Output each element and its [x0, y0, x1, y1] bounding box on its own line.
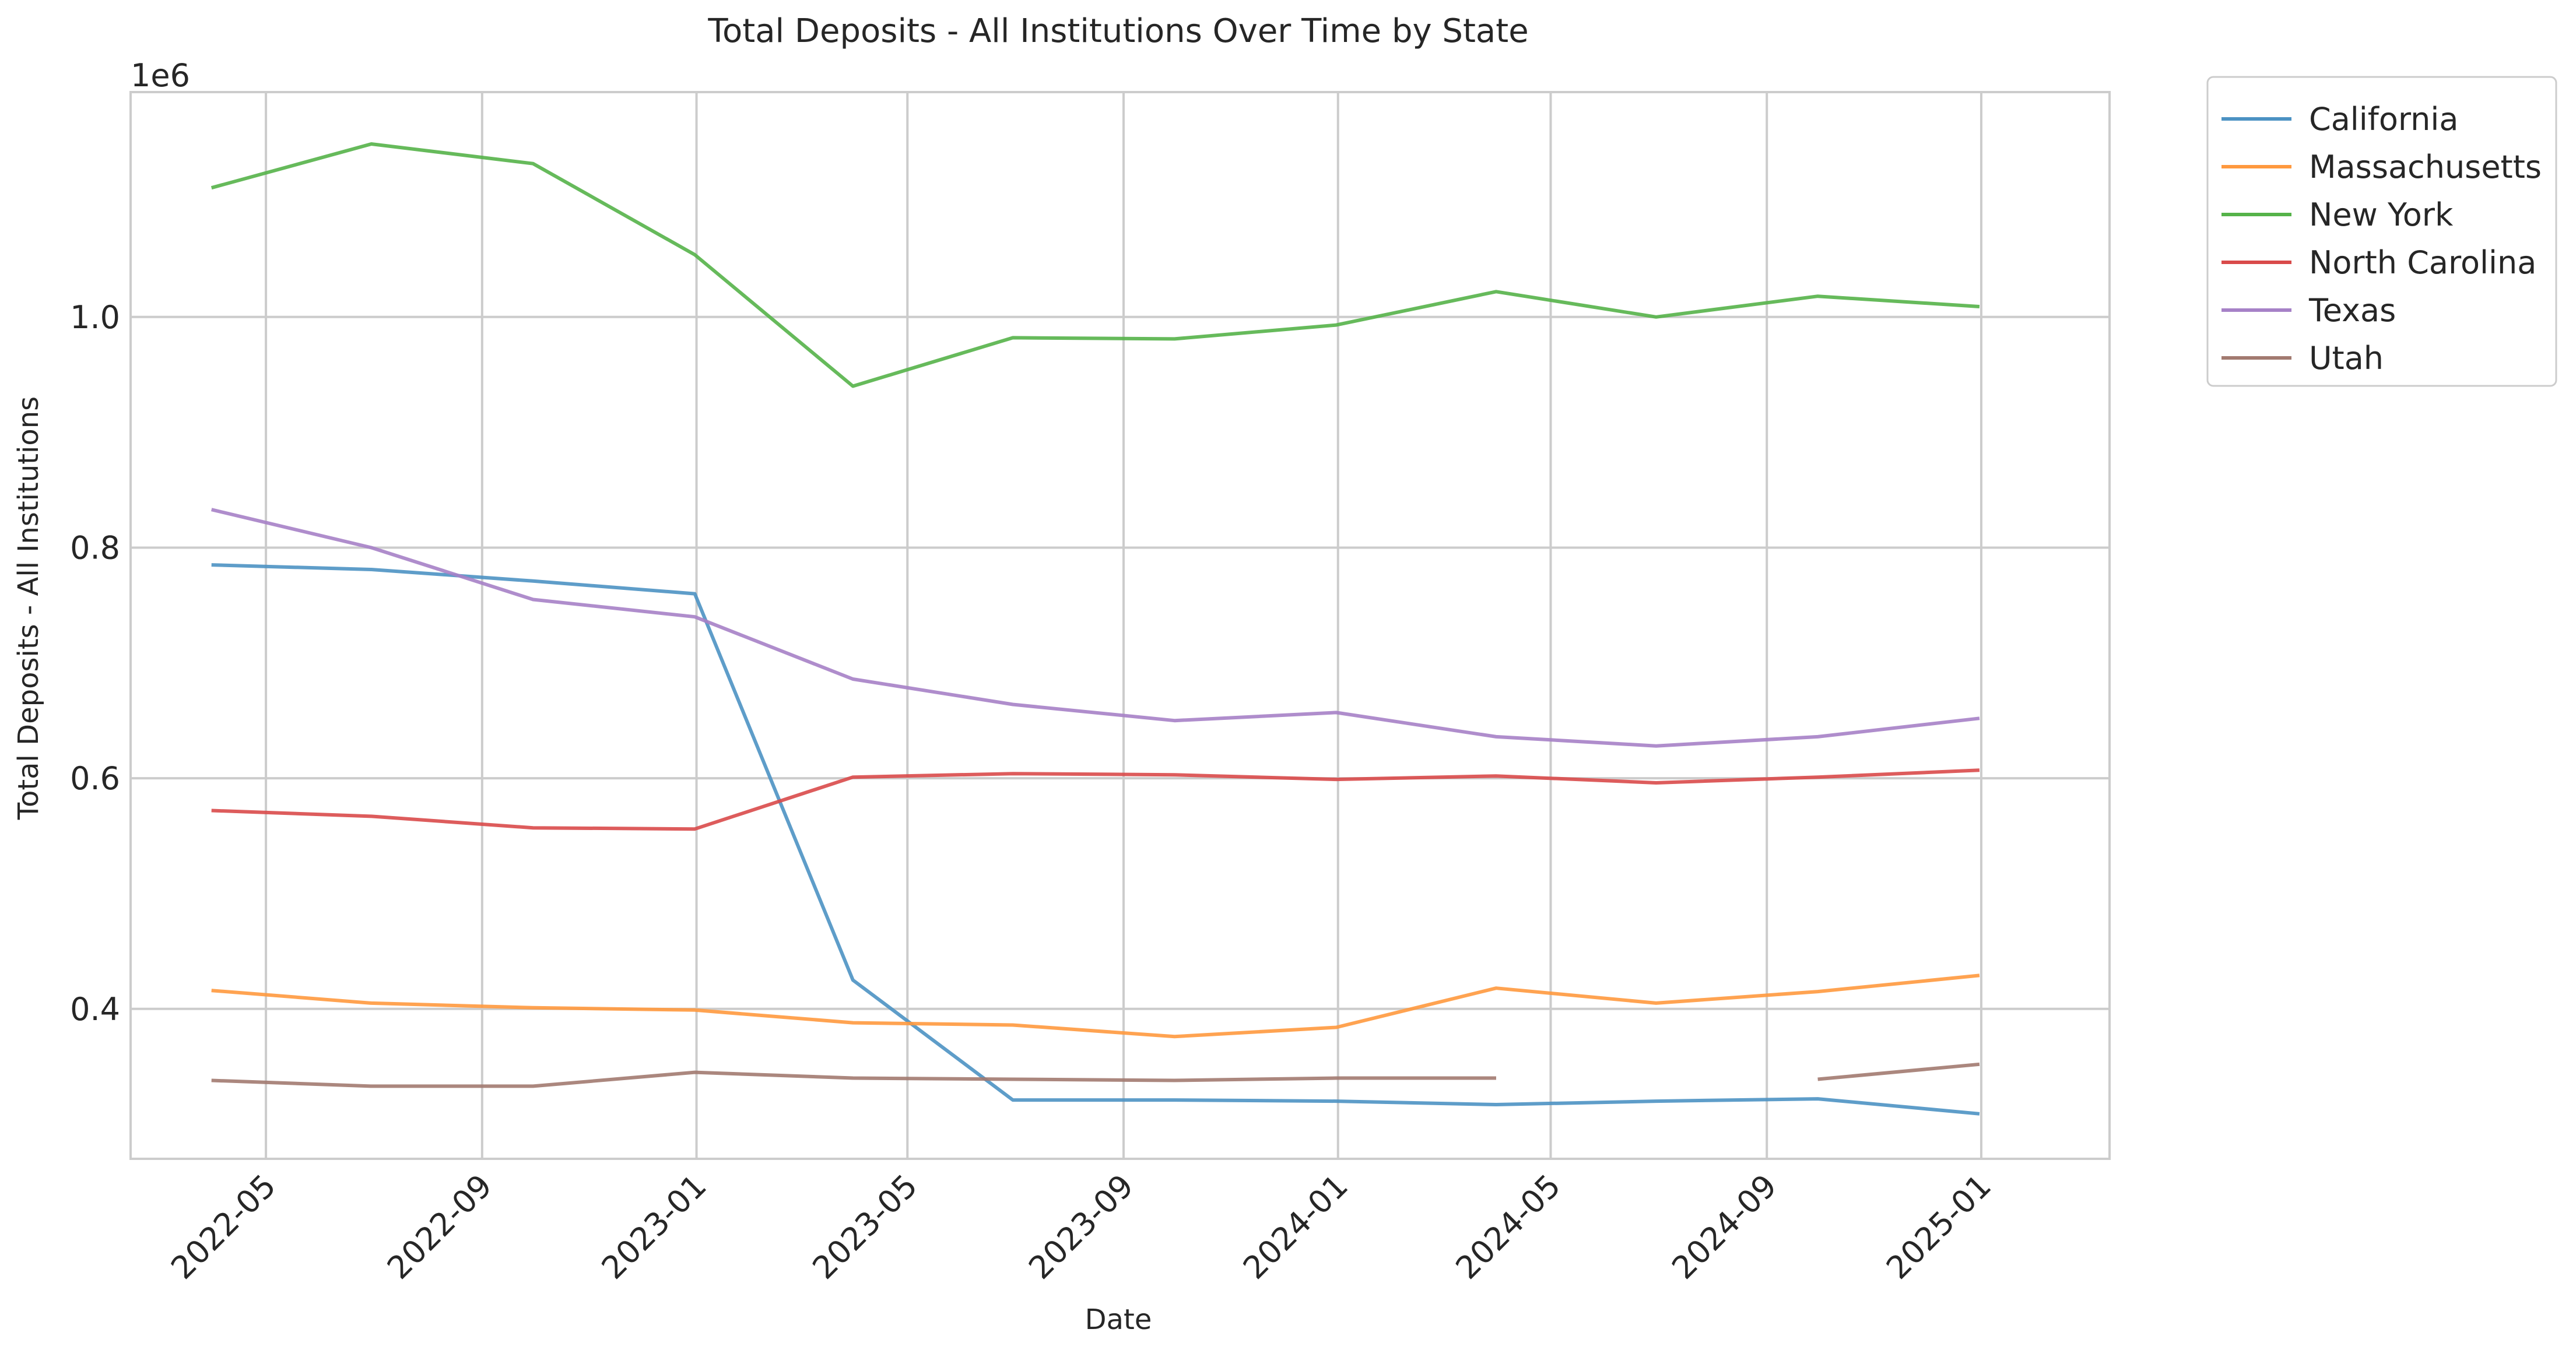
- x-tick-label: 2022-05: [164, 1168, 283, 1286]
- x-tick-label: 2022-09: [380, 1168, 499, 1286]
- legend-label: Utah: [2309, 340, 2384, 377]
- legend-label: Massachusetts: [2309, 149, 2542, 185]
- series-line-massachusetts: [211, 973, 1980, 1039]
- series-line-texas: [211, 508, 1980, 748]
- series-layer: [210, 142, 1980, 1116]
- y-tick-label: 0.8: [70, 529, 120, 566]
- legend-label: California: [2309, 101, 2458, 138]
- y-offset-label: 1e6: [131, 57, 190, 94]
- series-line-california: [211, 563, 1980, 1116]
- y-tick-label: 1.0: [70, 299, 120, 336]
- legend-label: Texas: [2308, 292, 2396, 329]
- x-tick-labels: 2022-05 2022-09 2023-01 2023-05 2023-09 2024-…: [164, 1168, 1998, 1286]
- legend-label: North Carolina: [2309, 244, 2536, 281]
- plot-frame: [129, 91, 2111, 1160]
- legend: California Massachusetts New York North Car…: [2206, 76, 2557, 387]
- legend-label: New York: [2309, 196, 2454, 233]
- grid-layer: [131, 92, 2110, 1159]
- series-line-north-carolina: [211, 768, 1980, 831]
- x-tick-label: 2023-05: [805, 1168, 924, 1286]
- x-tick-label: 2024-05: [1449, 1168, 1568, 1286]
- y-tick-labels: 0.4 0.6 0.8 1.0: [70, 299, 120, 1028]
- chart-title: Total Deposits - All Institutions Over T…: [707, 12, 1528, 50]
- series-line-utah: [211, 1062, 1980, 1088]
- x-axis-label: Date: [1085, 1303, 1152, 1336]
- x-tick-label: 2024-09: [1665, 1168, 1784, 1286]
- x-tick-label: 2024-01: [1236, 1168, 1355, 1286]
- series-line-new-york: [210, 142, 1980, 388]
- y-tick-label: 0.4: [70, 991, 120, 1028]
- y-axis-label: Total Deposits - All Institutions: [12, 396, 45, 820]
- x-tick-label: 2023-01: [595, 1168, 714, 1286]
- x-tick-label: 2023-09: [1022, 1168, 1140, 1286]
- legend-frame: [2206, 76, 2557, 387]
- y-tick-label: 0.6: [70, 760, 120, 797]
- x-tick-label: 2025-01: [1879, 1168, 1998, 1286]
